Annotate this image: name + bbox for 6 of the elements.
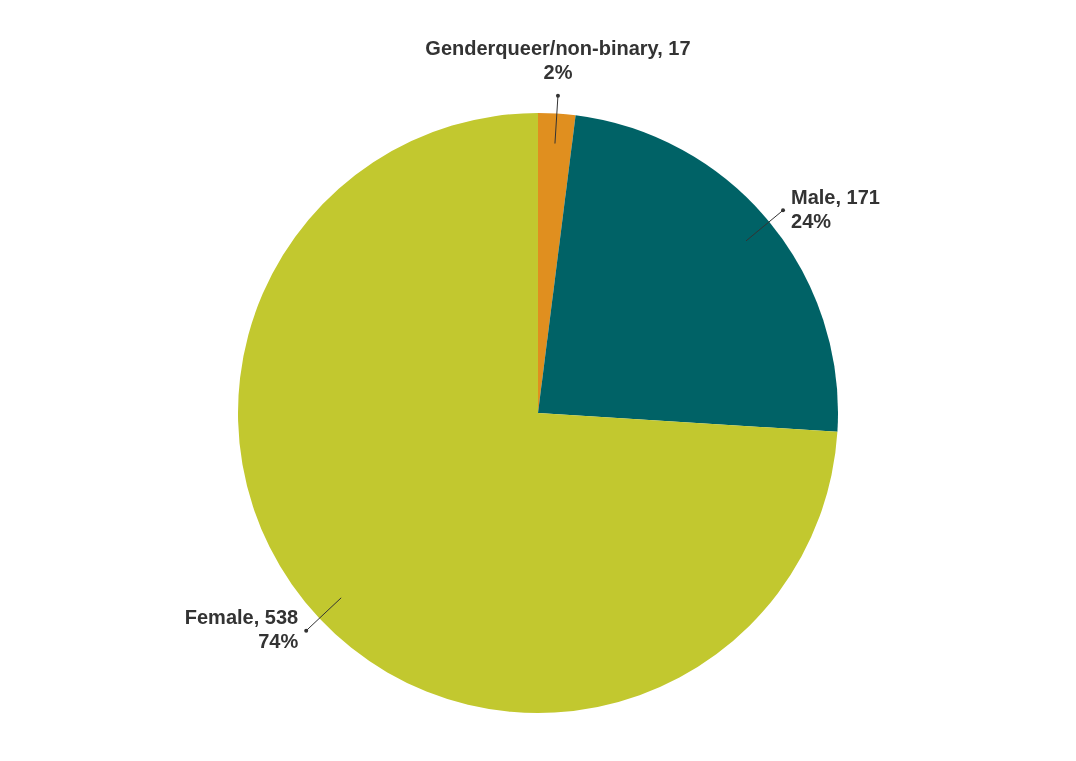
slice-label: Female, 538 (184, 606, 299, 629)
slice-label: Male, 171 (791, 185, 880, 208)
slice-label: Genderqueer/non-binary, 17 (425, 37, 691, 60)
data-label: 24% (791, 209, 832, 232)
data-label: 74% (258, 630, 299, 653)
data-label: 2% (543, 61, 573, 84)
